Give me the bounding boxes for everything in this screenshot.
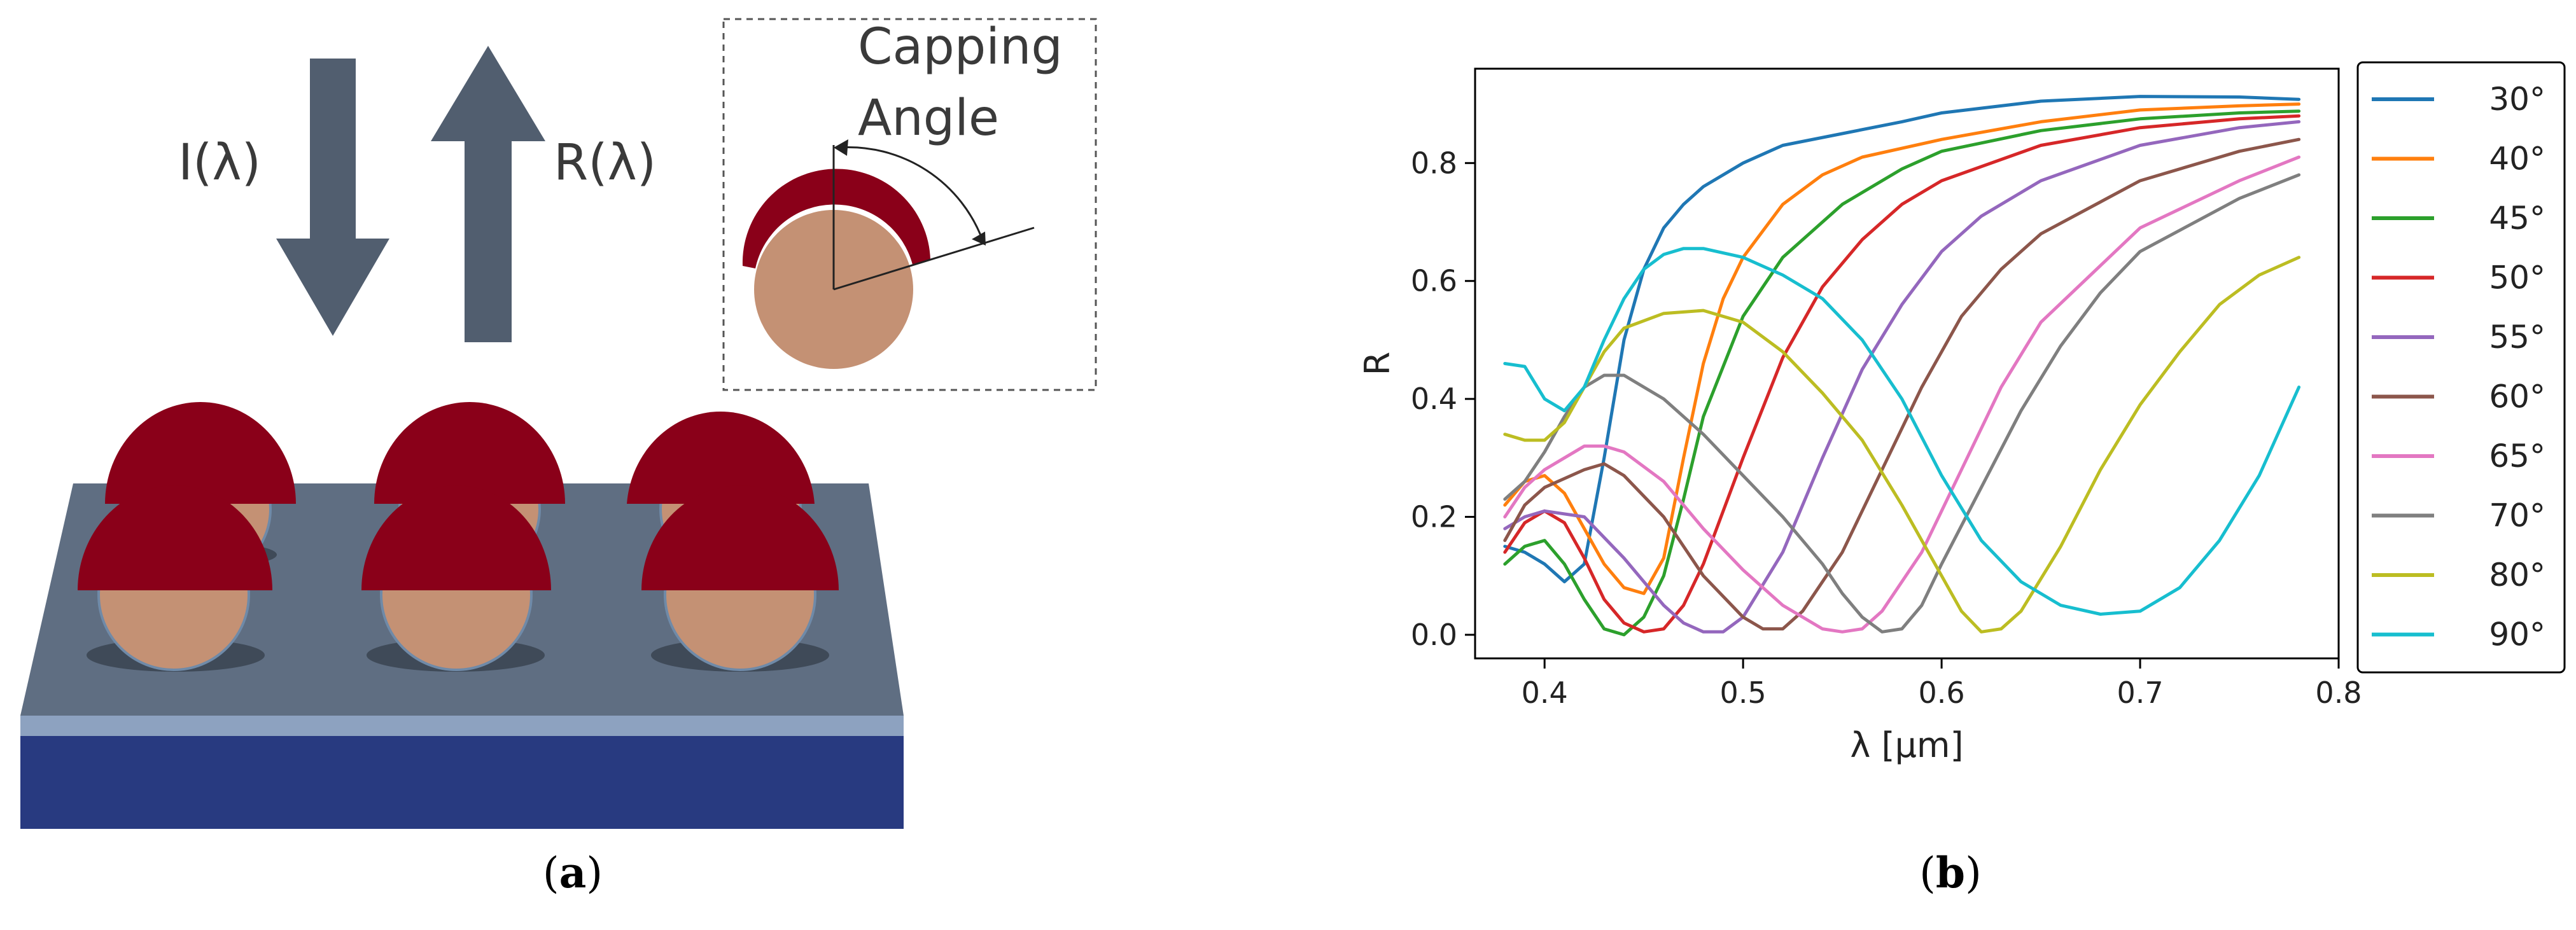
y-tick-label: 0.4 xyxy=(1411,382,1457,416)
reflected-label: R(λ) xyxy=(554,134,656,191)
x-tick-label: 0.4 xyxy=(1522,676,1568,710)
incident-label: I(λ) xyxy=(178,134,261,191)
panel-b-chart: 0.4 0.5 0.6 0.7 0.8 0.0 0.2 0.4 0.6 0.8 λ [µm] R… xyxy=(1357,61,2566,898)
legend-entry-label: 65° xyxy=(2489,438,2545,475)
cap xyxy=(627,411,815,504)
series-line-50deg xyxy=(1503,114,2301,634)
series-line-90deg xyxy=(1503,247,2301,616)
x-axis-label: λ [µm] xyxy=(1850,725,1963,765)
front-row-particles xyxy=(78,485,839,671)
series-line-45deg xyxy=(1503,109,2301,637)
caption-paren: ( xyxy=(1919,849,1936,898)
inset-frame xyxy=(722,18,1097,391)
caption-b-letter: b xyxy=(1936,848,1965,898)
y-axis-ticks: 0.0 0.2 0.4 0.6 0.8 xyxy=(1411,146,1475,652)
inset-title-line2: Angle xyxy=(858,90,999,147)
inset-title-line1: Capping xyxy=(858,18,1063,76)
caption-b: (b) xyxy=(1919,848,1982,898)
capping-angle-inset: Capping Angle xyxy=(722,18,1097,391)
series-line-55deg xyxy=(1503,120,2301,634)
series-lines xyxy=(1503,95,2301,637)
cap xyxy=(78,485,272,590)
thin-layer xyxy=(20,716,904,736)
series-line-70deg xyxy=(1503,173,2301,634)
x-tick-label: 0.7 xyxy=(2117,676,2163,710)
panel-a-schematic: I(λ) R(λ) Capping Angle (a) xyxy=(20,18,1097,898)
series-line-60deg xyxy=(1503,137,2301,631)
caption-a-letter: a xyxy=(559,848,587,898)
y-axis-label: R xyxy=(1357,352,1397,376)
y-tick-label: 0.6 xyxy=(1411,264,1457,298)
legend-entry-label: 40° xyxy=(2489,141,2545,177)
reflected-arrow-icon xyxy=(431,46,545,342)
legend-entry-label: 60° xyxy=(2489,378,2545,415)
legend-entry-label: 45° xyxy=(2489,200,2545,237)
caption-a: (a) xyxy=(543,848,603,898)
legend-entry-label: 80° xyxy=(2489,557,2545,593)
cap xyxy=(105,402,296,504)
series-line-30deg xyxy=(1503,95,2301,583)
legend: 30° 40° 45° 50° 55° 60° 65° 70° 80° 90° xyxy=(2356,61,2566,674)
caption-paren: ( xyxy=(543,849,559,898)
inset-cap xyxy=(742,169,930,268)
x-tick-label: 0.5 xyxy=(1720,676,1767,710)
inset-angle-line xyxy=(833,226,1035,291)
x-tick-label: 0.6 xyxy=(1919,676,1965,710)
x-axis-ticks: 0.4 0.5 0.6 0.7 0.8 xyxy=(1522,658,2362,710)
series-line-40deg xyxy=(1503,102,2301,595)
cap xyxy=(641,485,839,590)
series-line-65deg xyxy=(1503,155,2301,634)
legend-frame xyxy=(2356,61,2566,674)
x-tick-label: 0.8 xyxy=(2315,676,2362,710)
legend-entry-label: 50° xyxy=(2489,260,2545,296)
y-tick-label: 0.2 xyxy=(1411,500,1457,534)
legend-entry-label: 90° xyxy=(2489,616,2545,653)
series-line-80deg xyxy=(1503,256,2301,634)
caption-paren: ) xyxy=(586,849,603,898)
legend-entry-label: 70° xyxy=(2489,497,2545,534)
caption-paren: ) xyxy=(1965,849,1982,898)
incident-arrow-icon xyxy=(276,59,389,336)
cap xyxy=(361,485,551,590)
legend-entry-label: 55° xyxy=(2489,319,2545,356)
inset-angle-arc xyxy=(838,146,984,242)
arrowhead-icon xyxy=(972,232,986,246)
cap xyxy=(374,402,565,504)
base-layer xyxy=(20,735,904,829)
y-tick-label: 0.0 xyxy=(1411,618,1457,652)
legend-entry-label: 30° xyxy=(2489,81,2545,118)
plot-frame xyxy=(1474,67,2340,660)
arrowhead-icon xyxy=(834,139,848,156)
y-tick-label: 0.8 xyxy=(1411,146,1457,180)
